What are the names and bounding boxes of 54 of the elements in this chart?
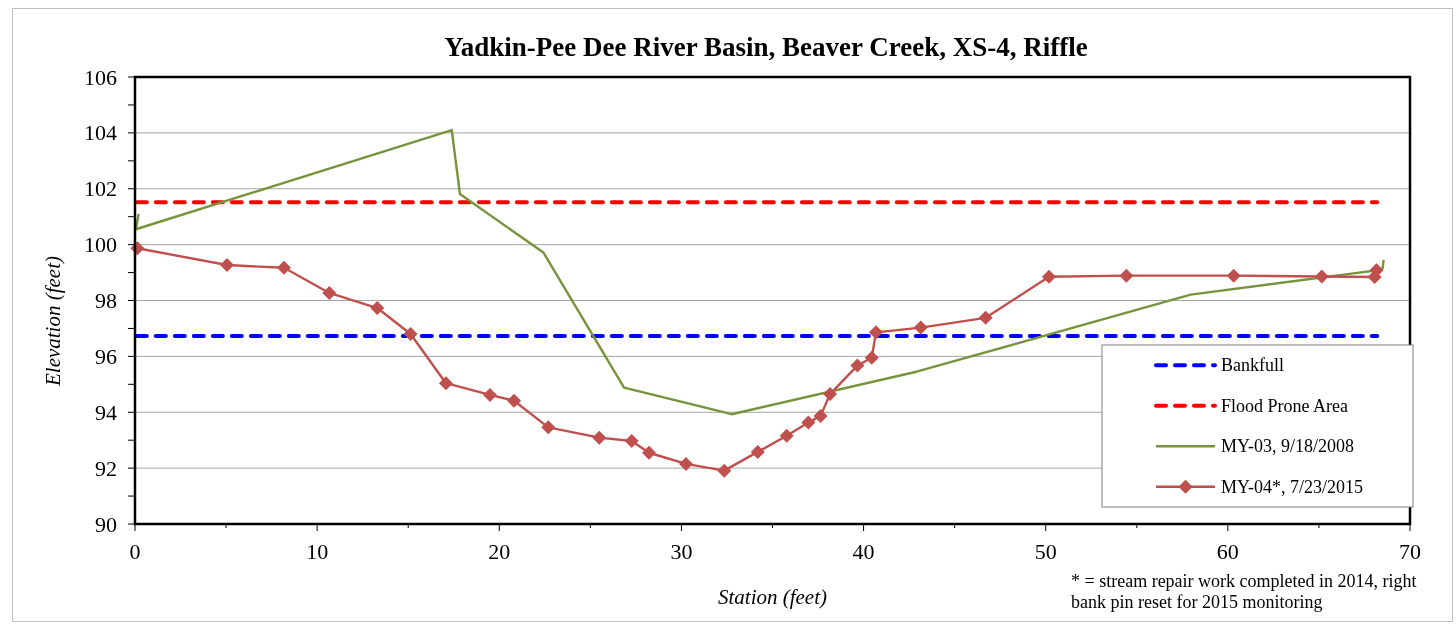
x-tick-label: 10 (306, 538, 329, 564)
legend-label: Bankfull (1221, 355, 1284, 376)
point (978, 310, 993, 325)
point (913, 320, 928, 335)
y-axis-title: Elevation (feet) (41, 255, 65, 388)
point (219, 258, 234, 273)
point (1119, 268, 1134, 283)
point (642, 445, 657, 460)
x-tick-label: 70 (1399, 538, 1421, 564)
point (403, 327, 418, 342)
y-tick-label: 92 (95, 455, 117, 481)
point (750, 444, 765, 459)
point (592, 430, 607, 445)
point (438, 376, 453, 391)
line-series (134, 128, 1385, 416)
point (779, 428, 794, 443)
y-tick-label: 96 (95, 343, 117, 369)
text: * = stream repair work completed in 2014, right bank pin reset for 2015 monitoring (1071, 571, 1417, 612)
y-tick-label: 106 (84, 64, 117, 90)
point (868, 325, 883, 340)
point (541, 420, 556, 435)
point (850, 358, 865, 373)
legend-label: MY-04*, 7/23/2015 (1221, 476, 1364, 497)
legend-label: MY-03, 9/18/2008 (1221, 436, 1355, 457)
x-tick-label: 20 (488, 538, 511, 564)
point (276, 260, 291, 275)
point (864, 350, 879, 365)
point (717, 463, 732, 478)
point (813, 408, 828, 423)
y-tick-label: 94 (95, 399, 117, 425)
x-tick-label: 60 (1216, 538, 1239, 564)
x-tick-label: 50 (1034, 538, 1057, 564)
y-tick-label: 90 (95, 511, 117, 537)
point (624, 434, 639, 449)
y-tick-label: 102 (84, 176, 117, 202)
chart-title: Yadkin-Pee Dee River Basin, Beaver Creek, XS-4, Riffle (444, 32, 1088, 62)
y-tick-label: 104 (84, 120, 117, 146)
point (1226, 268, 1241, 283)
x-tick-label: 0 (129, 538, 141, 564)
x-tick-label: 40 (852, 538, 875, 564)
x-tick-label: 30 (670, 538, 693, 564)
point (823, 387, 838, 402)
point (507, 393, 522, 408)
point (1314, 269, 1329, 284)
point (483, 387, 497, 402)
point (1041, 269, 1056, 284)
legend-label: Flood Prone Area (1221, 395, 1348, 416)
point (370, 301, 385, 316)
y-tick-label: 98 (95, 288, 117, 313)
point (322, 285, 337, 300)
x-axis-title: Station (feet) (717, 585, 828, 609)
point (678, 456, 693, 471)
point (801, 415, 816, 430)
y-tick-label: 100 (84, 232, 117, 258)
